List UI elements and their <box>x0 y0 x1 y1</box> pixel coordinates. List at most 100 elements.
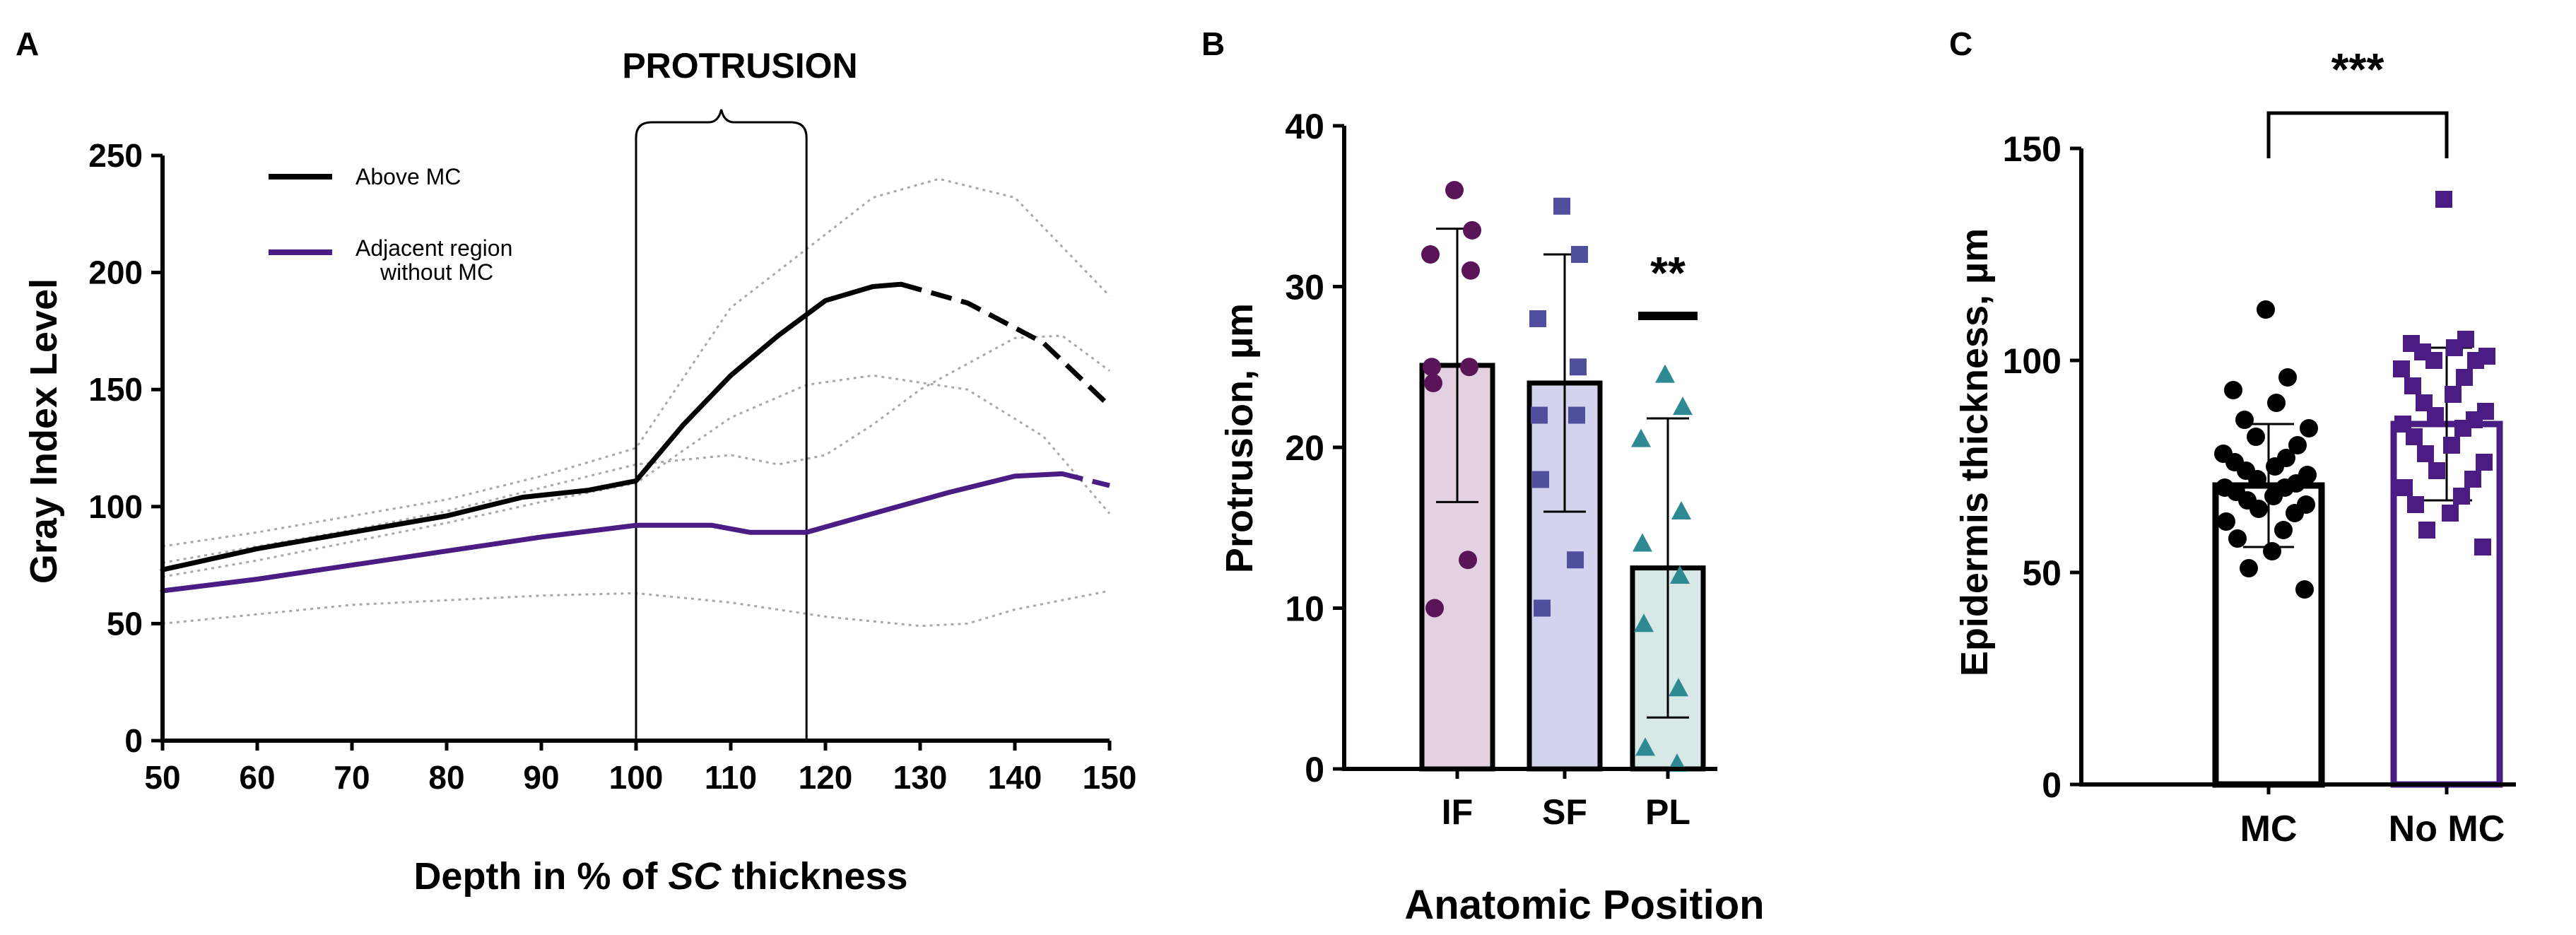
data-point-mc <box>2247 428 2265 446</box>
data-point-mc <box>2264 487 2283 505</box>
reference-curve-2 <box>162 334 1110 564</box>
data-point-mc <box>2288 436 2307 454</box>
x-tick-label: 80 <box>428 759 464 796</box>
data-point-pl <box>1670 565 1690 584</box>
legend-label-adjacent-2: without MC <box>380 259 493 285</box>
data-point-mc <box>2235 411 2254 429</box>
panel-c: C MC No MC 0 50 100 150 *** Epidermis thickne… <box>1949 25 2516 849</box>
x-tick-label: 100 <box>609 759 664 796</box>
data-point-mc <box>2263 542 2281 560</box>
data-point-no-mc <box>2435 191 2452 208</box>
series-extrapolation-adjacent-region <box>1061 471 1110 488</box>
data-point-no-mc <box>2417 445 2434 462</box>
significance-bracket <box>2266 111 2449 158</box>
panel-b-plot: IF SF PL 0 10 20 30 40 <box>1285 107 1717 832</box>
y-tick-label: 100 <box>88 488 143 525</box>
data-point-no-mc <box>2393 360 2410 377</box>
legend-label-adjacent-1: Adjacent region <box>355 235 512 261</box>
data-point-no-mc <box>2396 479 2413 496</box>
data-point-mc <box>2295 580 2314 599</box>
data-point-sf <box>1529 310 1546 327</box>
x-tick-label: MC <box>2240 808 2298 849</box>
protrusion-bracket: PROTRUSION <box>622 46 858 741</box>
data-point-sf <box>1532 471 1549 488</box>
y-tick-label: 50 <box>2022 553 2062 593</box>
series-line-above-mc <box>160 281 904 572</box>
data-point-no-mc <box>2425 352 2442 369</box>
data-point-pl <box>1655 364 1675 383</box>
data-point-no-mc <box>2442 505 2459 522</box>
x-axis-label-part-1: Depth in % of <box>413 855 668 898</box>
y-axis-label: Epidermis thickness, µm <box>1953 228 1996 676</box>
x-axis-label: Depth in % of SC thickness <box>413 855 907 898</box>
data-point-mc <box>2228 529 2247 548</box>
data-point-pl <box>1671 501 1691 519</box>
data-point-mc <box>2286 504 2304 522</box>
data-point-no-mc <box>2446 339 2463 356</box>
panel-b: B IF SF PL 0 10 20 30 40 ** Protrusion, µm Anat… <box>1201 25 1765 928</box>
data-point-if <box>1463 220 1481 240</box>
x-tick-label: 110 <box>705 759 757 796</box>
x-tick-label: 150 <box>1083 759 1137 796</box>
data-point-mc <box>2240 559 2258 577</box>
x-tick-label: IF <box>1442 792 1473 832</box>
data-point-sf <box>1570 358 1587 376</box>
series-lines <box>160 281 1112 594</box>
significance-label: *** <box>2331 44 2384 95</box>
y-tick-label: 150 <box>88 371 143 408</box>
data-point-no-mc <box>2464 471 2481 488</box>
data-point-if <box>1459 551 1477 570</box>
y-tick-label: 150 <box>2003 129 2062 169</box>
y-tick-label: 50 <box>107 605 143 642</box>
legend-label-above-mc: Above MC <box>355 164 461 189</box>
data-point-no-mc <box>2453 488 2470 505</box>
x-tick-label: 50 <box>144 759 180 796</box>
data-point-if <box>1462 261 1480 280</box>
data-point-sf <box>1553 197 1570 215</box>
data-point-no-mc <box>2427 407 2444 424</box>
data-point-no-mc <box>2474 539 2491 555</box>
y-tick-label: 40 <box>1285 107 1324 146</box>
panel-b-letter: B <box>1201 25 1225 62</box>
data-point-if <box>1424 374 1442 392</box>
data-point-no-mc <box>2476 454 2493 471</box>
data-point-mc <box>2257 300 2275 319</box>
x-tick-label: 120 <box>799 759 853 796</box>
y-tick-label: 200 <box>88 254 143 291</box>
x-axis-label-part-3: thickness <box>721 855 907 898</box>
panel-c-letter: C <box>1949 25 1972 62</box>
y-tick-label: 30 <box>1285 268 1324 307</box>
y-tick-label: 0 <box>124 722 143 759</box>
data-point-no-mc <box>2454 420 2471 437</box>
x-tick-label: 60 <box>239 759 275 796</box>
data-point-if <box>1423 358 1441 377</box>
x-tick-label: SF <box>1542 792 1587 832</box>
data-point-sf <box>1567 551 1584 569</box>
data-point-no-mc <box>2456 369 2473 386</box>
y-axis-label: Gray Index Level <box>23 278 65 584</box>
x-tick-label: 70 <box>334 759 370 796</box>
x-tick-label: No MC <box>2389 808 2505 849</box>
y-tick-label: 100 <box>2003 341 2062 381</box>
data-point-if <box>1460 358 1478 377</box>
data-point-no-mc <box>2406 428 2423 445</box>
data-point-no-mc <box>2443 437 2460 454</box>
protrusion-label: PROTRUSION <box>622 46 857 86</box>
x-axis-label: Anatomic Position <box>1404 882 1764 928</box>
y-tick-label: 0 <box>2042 765 2062 805</box>
data-point-if <box>1445 181 1464 199</box>
data-point-pl <box>1631 428 1651 447</box>
data-point-if <box>1421 245 1440 264</box>
data-point-mc <box>2278 368 2297 387</box>
x-tick-label: 140 <box>988 759 1042 796</box>
legend: Above MC Adjacent region without MC <box>269 164 512 285</box>
data-point-mc <box>2224 381 2242 399</box>
data-point-mc <box>2300 419 2318 437</box>
y-axis-label: Protrusion, µm <box>1218 303 1261 573</box>
data-point-mc <box>2266 457 2284 476</box>
x-tick-label: PL <box>1645 792 1690 832</box>
data-point-sf <box>1571 246 1588 263</box>
y-tick-label: 0 <box>1305 750 1324 789</box>
